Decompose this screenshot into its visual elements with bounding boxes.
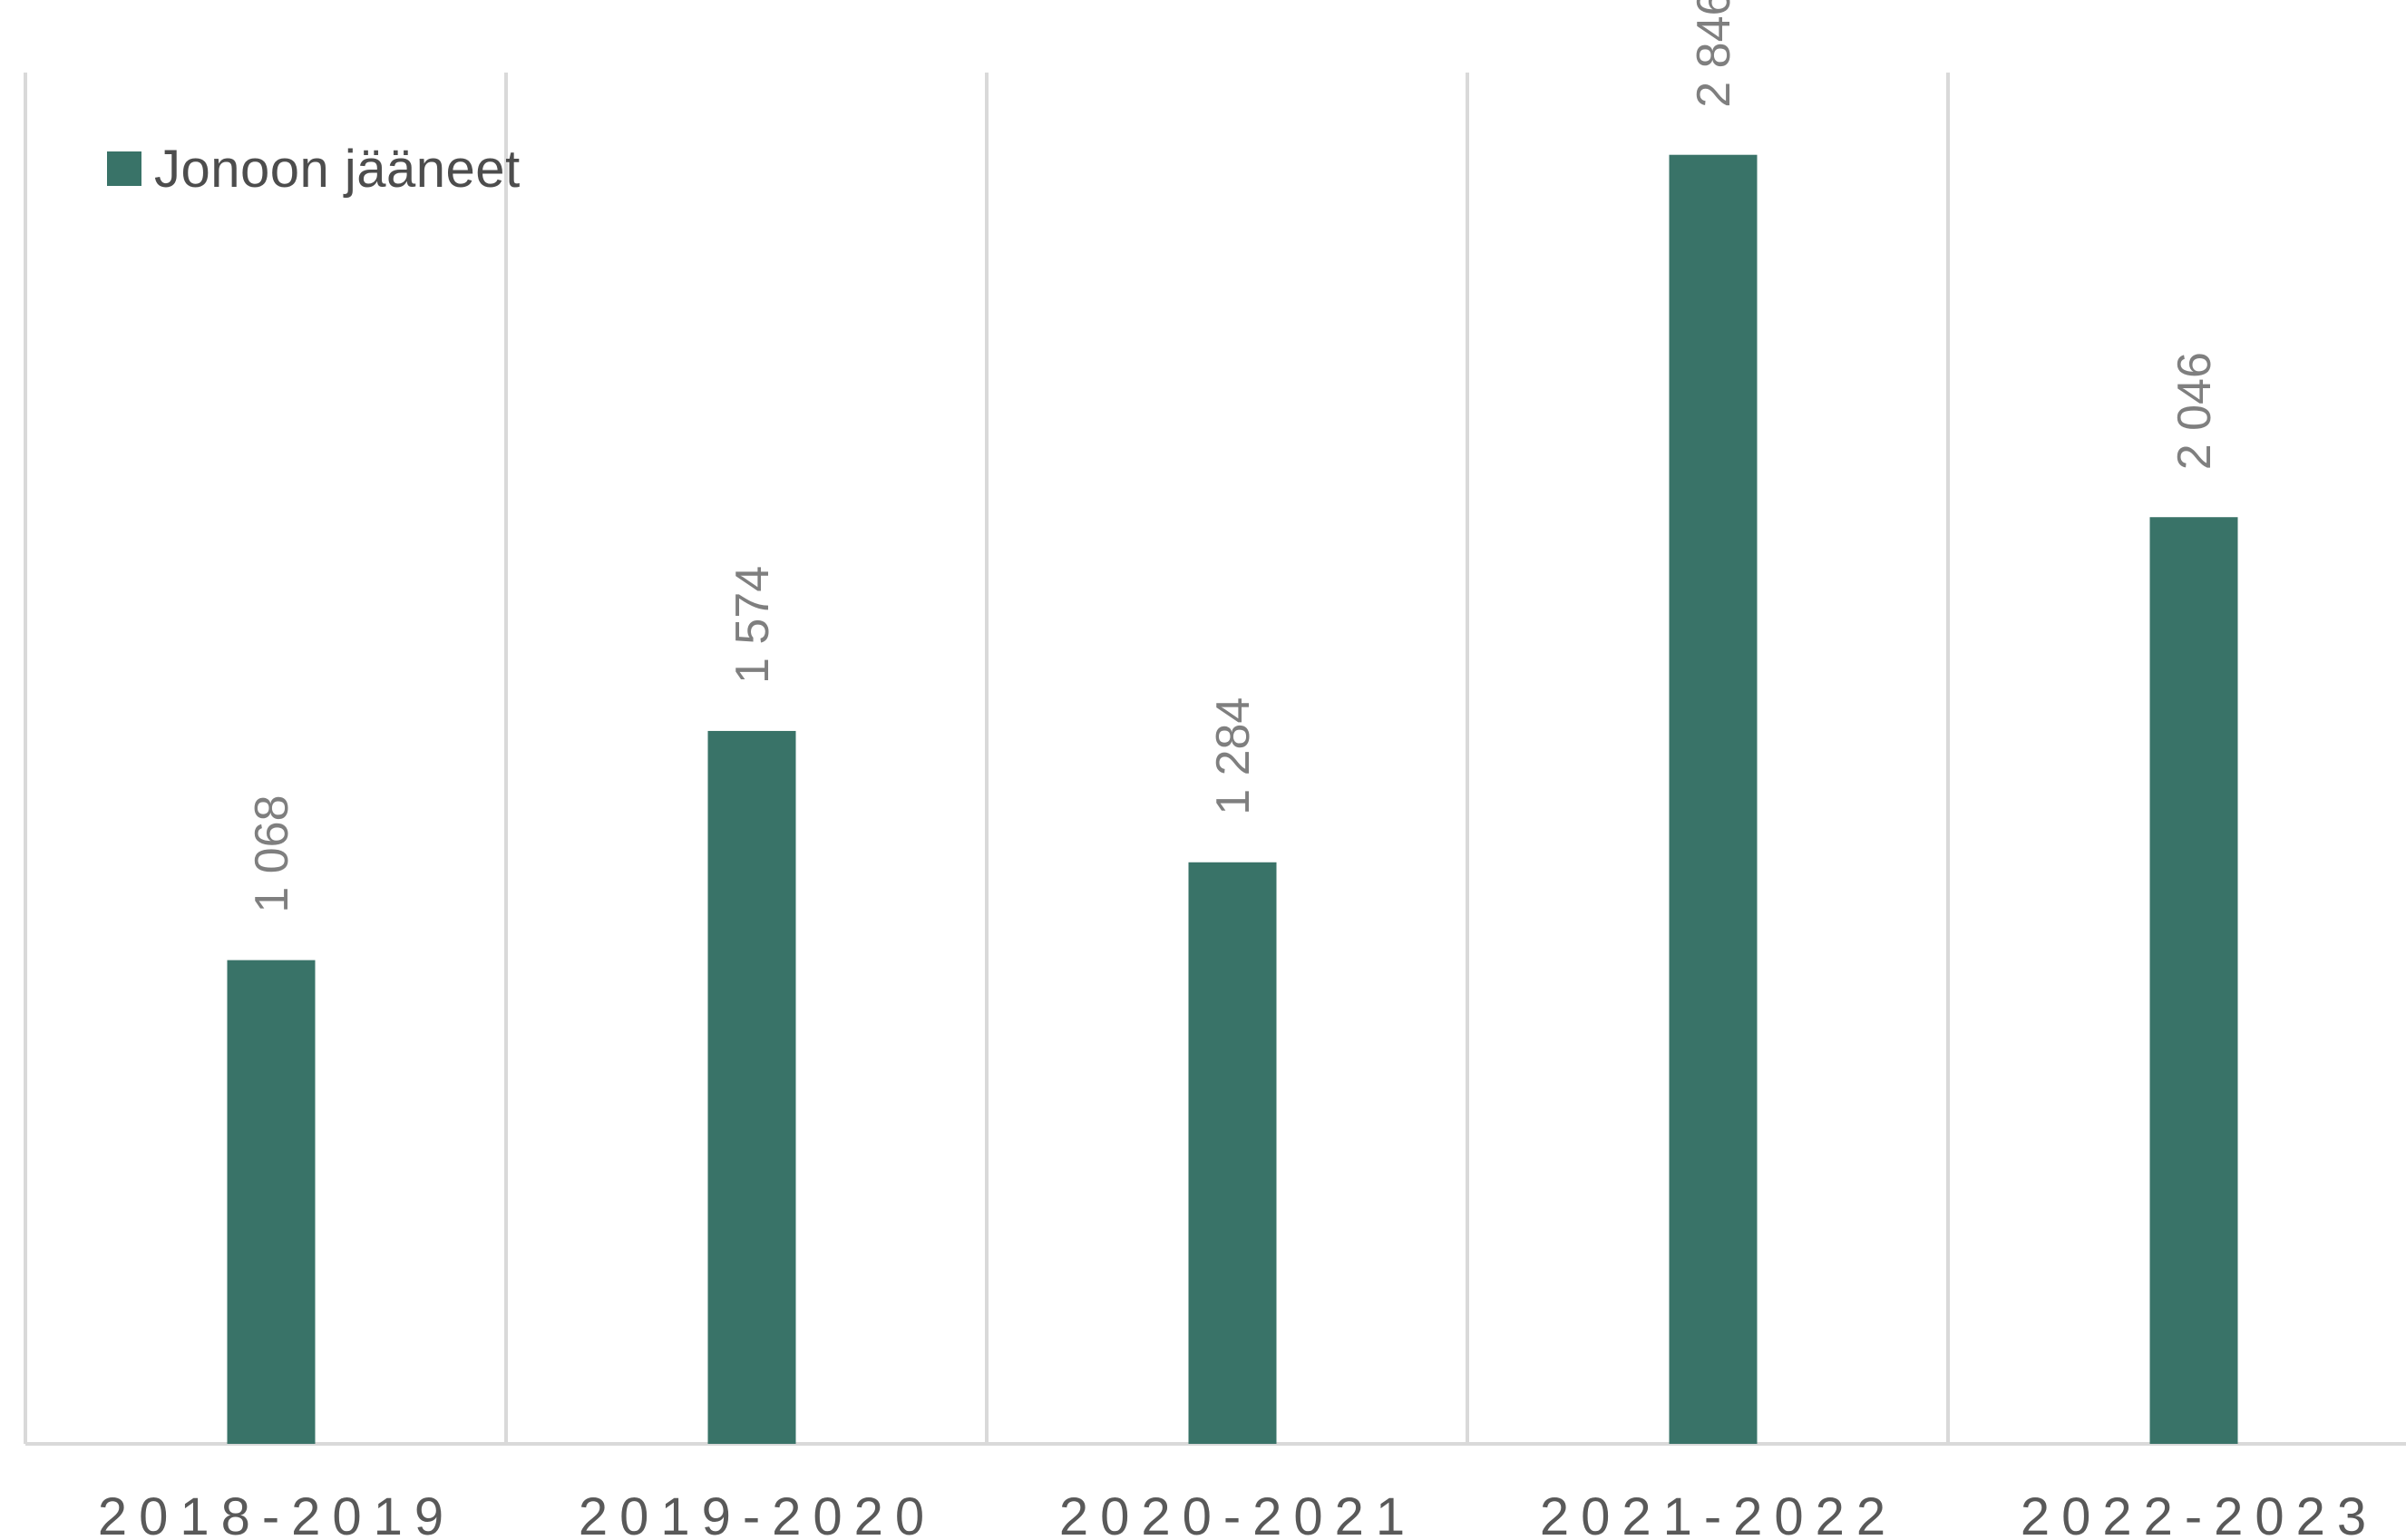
bar <box>1188 862 1277 1444</box>
bar <box>227 960 316 1444</box>
x-tick-label: 2022-2023 <box>2021 1487 2378 1540</box>
data-label: 1 574 <box>726 566 779 684</box>
legend-label: Jonoon jääneet <box>154 139 521 199</box>
x-axis-tick-labels: 2018-2019 2019-2020 2020-2021 2021-2022 2022… <box>98 1487 2378 1540</box>
data-labels: 1 068 1 574 1 284 2 846 2 046 <box>246 0 2221 913</box>
data-label: 2 046 <box>2168 352 2221 470</box>
bar <box>2149 517 2238 1444</box>
x-tick-label: 2020-2021 <box>1059 1487 1417 1540</box>
data-label: 1 068 <box>246 795 298 913</box>
bar <box>707 730 796 1444</box>
bar <box>1669 154 1758 1444</box>
data-label: 1 284 <box>1207 697 1260 815</box>
legend: Jonoon jääneet <box>107 134 521 203</box>
x-tick-label: 2019-2020 <box>579 1487 936 1540</box>
data-label: 2 846 <box>1688 0 1740 108</box>
bars <box>227 154 2238 1444</box>
legend-swatch <box>107 151 141 186</box>
x-tick-label: 2018-2019 <box>98 1487 455 1540</box>
x-tick-label: 2021-2022 <box>1540 1487 1897 1540</box>
